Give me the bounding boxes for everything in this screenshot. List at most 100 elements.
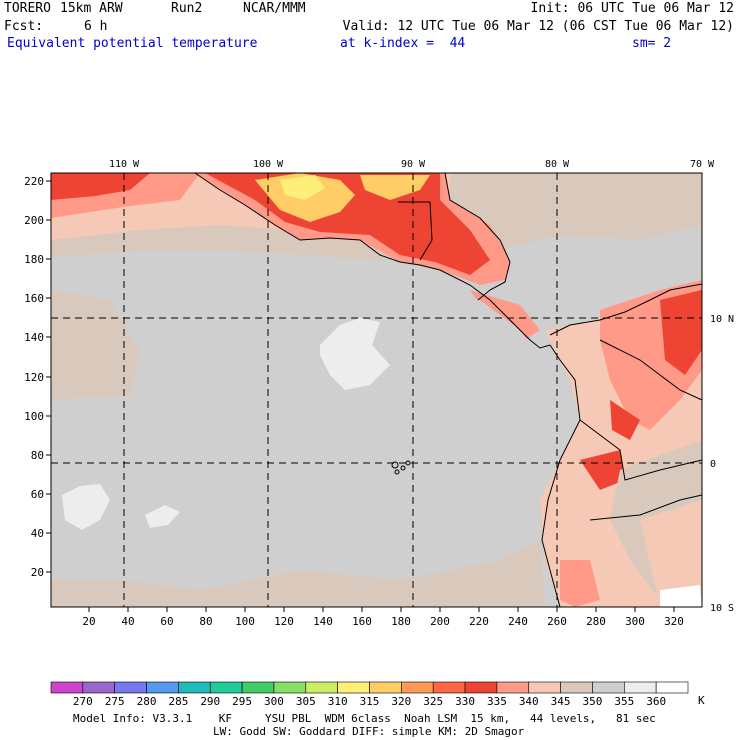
top-lon-labels: 110 W 100 W 90 W 80 W 70 W xyxy=(109,159,715,170)
colorbar-swatch xyxy=(337,681,370,694)
colorbar-swatch xyxy=(432,681,466,694)
map-frame xyxy=(50,172,703,608)
colorbar-label: 330 xyxy=(455,695,475,708)
grid-x-label: 220 xyxy=(469,615,489,628)
colorbar-swatch xyxy=(146,681,179,694)
colorbar-label: 280 xyxy=(137,695,157,708)
grid-y-label: 180 xyxy=(24,253,44,266)
colorbar-label: 350 xyxy=(583,695,603,708)
grid-y-label: 160 xyxy=(24,292,44,305)
lon-label: 90 W xyxy=(401,159,426,170)
grid-x-label: 100 xyxy=(235,615,255,628)
colorbar-swatch xyxy=(592,681,625,694)
colorbar-swatch xyxy=(241,681,275,694)
colorbar-label: 360 xyxy=(646,695,666,708)
colorbar-swatch xyxy=(50,681,84,694)
grid-y-label: 40 xyxy=(31,527,44,540)
field-name: Equivalent potential temperature xyxy=(7,36,258,51)
colorbar-swatch xyxy=(528,681,561,694)
colorbar-swatch xyxy=(82,681,115,694)
colorbar-label: 335 xyxy=(487,695,507,708)
colorbar-swatch xyxy=(209,681,243,694)
colorbar-swatch xyxy=(305,681,338,694)
grid-x-label: 60 xyxy=(160,615,173,628)
grid-y-label: 140 xyxy=(24,331,44,344)
grid-x-label: 320 xyxy=(664,615,684,628)
colorbar-label: 325 xyxy=(423,695,443,708)
grid-x-label: 120 xyxy=(274,615,294,628)
model-info-line: Model Info: V3.3.1 KF YSU PBL WDM 6class… xyxy=(73,712,656,725)
grid-x-label: 180 xyxy=(391,615,411,628)
colorbar-label: 310 xyxy=(328,695,348,708)
latlon-grid xyxy=(51,173,702,607)
center-label: NCAR/MMM xyxy=(243,1,306,16)
lon-label: 70 W xyxy=(690,159,715,170)
coastlines xyxy=(194,172,703,608)
grid-y-label: 120 xyxy=(24,371,44,384)
colorbar-swatch xyxy=(560,681,593,694)
forecast-label: Fcst: xyxy=(4,19,44,34)
colorbar-label: 320 xyxy=(391,695,411,708)
colorbar-swatch xyxy=(623,681,657,694)
grid-y-label: 80 xyxy=(31,449,44,462)
colorbar-swatch xyxy=(369,681,402,694)
physics-info-line: LW: Godd SW: Goddard DIFF: simple KM: 2D… xyxy=(213,725,525,738)
colorbar-label: 275 xyxy=(105,695,125,708)
colorbar-label: 295 xyxy=(232,695,252,708)
grid-x-label: 140 xyxy=(313,615,333,628)
model-name: TORERO xyxy=(4,1,51,16)
lon-label: 100 W xyxy=(253,159,284,170)
grid-x-label: 80 xyxy=(199,615,212,628)
lat-label: 0 xyxy=(710,459,716,470)
grid-x-label: 40 xyxy=(121,615,134,628)
grid-x-label: 280 xyxy=(586,615,606,628)
colorbar-label: 340 xyxy=(519,695,539,708)
axis-ticks xyxy=(46,180,675,612)
forecast-hours: 6 h xyxy=(84,19,108,34)
colorbar-swatch xyxy=(401,681,434,694)
colorbar-label: 305 xyxy=(296,695,316,708)
colorbar-label: 300 xyxy=(264,695,284,708)
colorbar-swatch xyxy=(655,681,689,694)
model-resolution: 15km ARW xyxy=(60,1,123,16)
grid-x-label: 200 xyxy=(430,615,450,628)
colorbar-swatch xyxy=(464,681,498,694)
smoothing-label: sm= 2 xyxy=(632,36,672,51)
grid-y-label: 60 xyxy=(31,488,44,501)
init-time: Init: 06 UTC Tue 06 Mar 12 xyxy=(530,1,735,16)
lon-label: 110 W xyxy=(109,159,140,170)
colorbar-label: 355 xyxy=(614,695,634,708)
grid-x-label: 260 xyxy=(547,615,567,628)
colorbar-swatch xyxy=(178,681,211,694)
grid-x-label: 20 xyxy=(82,615,95,628)
colorbar-label: 290 xyxy=(200,695,220,708)
temperature-field xyxy=(51,173,702,607)
valid-time: Valid: 12 UTC Tue 06 Mar 12 (06 CST Tue … xyxy=(342,19,734,34)
colorbar-swatch xyxy=(273,681,307,694)
colorbar-label: 270 xyxy=(73,695,93,708)
y-grid-labels: 220 200 180 160 140 120 100 80 60 40 20 xyxy=(24,175,44,579)
lat-label: 10 S xyxy=(710,603,734,614)
colorbar-unit: K xyxy=(698,694,705,707)
level-label: at k-index = 44 xyxy=(340,36,466,51)
colorbar-label: 345 xyxy=(551,695,571,708)
colorbar-label: 285 xyxy=(168,695,188,708)
grid-y-label: 200 xyxy=(24,214,44,227)
grid-y-label: 20 xyxy=(31,566,44,579)
galapagos-islands xyxy=(391,460,411,475)
lon-label: 80 W xyxy=(545,159,570,170)
lat-label: 10 N xyxy=(710,314,734,325)
grid-x-label: 300 xyxy=(625,615,645,628)
grid-y-label: 220 xyxy=(24,175,44,188)
colorbar-swatch xyxy=(114,681,147,694)
colorbar: 270 275 280 285 290 295 300 305 310 315 320 325 330 3… xyxy=(50,681,689,708)
colorbar-swatch xyxy=(496,681,530,694)
grid-x-label: 160 xyxy=(352,615,372,628)
run-label: Run2 xyxy=(171,1,203,16)
right-lat-labels: 10 N 0 10 S xyxy=(710,314,734,614)
colorbar-label: 315 xyxy=(360,695,380,708)
x-grid-labels: 20 40 60 80 100 120 140 160 180 200 220 … xyxy=(82,615,684,628)
grid-y-label: 100 xyxy=(24,410,44,423)
grid-x-label: 240 xyxy=(508,615,528,628)
